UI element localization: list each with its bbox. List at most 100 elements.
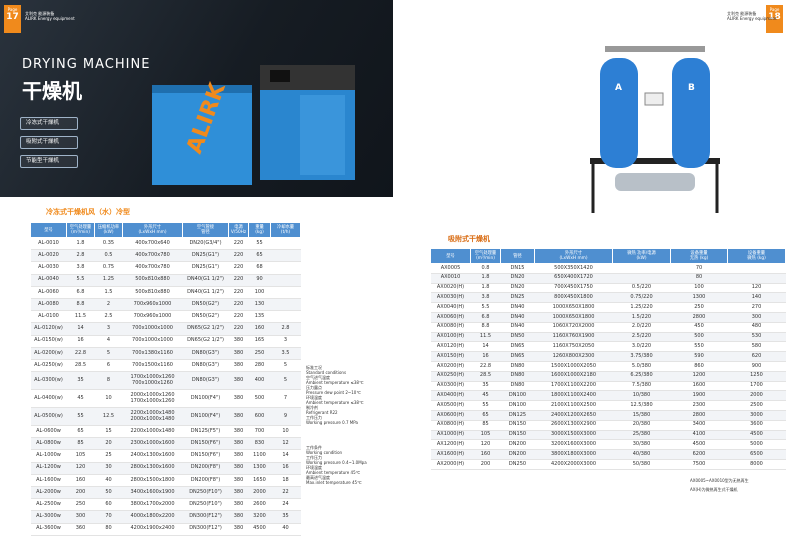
menu-item[interactable]: 冷冻式干燥机	[20, 117, 78, 130]
table-cell: 380	[228, 437, 249, 451]
table-cell: 3800x1700x2000	[122, 498, 183, 512]
table-cell	[727, 263, 786, 274]
menu-item[interactable]: 吸附式干燥机	[20, 136, 78, 149]
table-cell: DN25	[500, 292, 535, 304]
table-cell: 2000	[727, 390, 786, 402]
table-cell	[612, 263, 671, 274]
table-cell: 1.5/220	[612, 312, 671, 323]
note-line: 环境温度	[306, 465, 322, 470]
table-cell: 5.0/380	[612, 361, 671, 372]
table-cell: 5	[270, 359, 301, 373]
header-text: 管径	[513, 253, 522, 259]
table-cell: AX1000(H)	[430, 430, 471, 441]
table-row: AL-0600w 65 15 2200x1000x1480 DN125(F5") 380 7…	[30, 425, 301, 439]
header-text: 设备重量	[690, 251, 708, 256]
note-line: Ambient temperature 45℃	[306, 470, 361, 475]
table-cell: AL-0150(w)	[30, 335, 67, 348]
cell-text: 2000x1000x1480	[130, 415, 175, 422]
table-cell	[270, 274, 301, 287]
note-line: Ambient temperature ≤38℃	[306, 380, 364, 385]
note-line: 环境温度	[306, 395, 322, 400]
table-cell: 8	[94, 371, 123, 391]
table-cell: DN100(F4")	[182, 389, 229, 409]
table-cell: AL-2000w	[30, 486, 67, 500]
table-cell: 1.25	[94, 274, 123, 287]
table-cell: 380	[228, 359, 249, 373]
table-cell: 700x960x1000	[122, 298, 183, 312]
table-cell	[270, 237, 301, 251]
table-cell	[270, 286, 301, 299]
table-cell: 85	[470, 420, 501, 431]
table-cell: 1650	[248, 474, 271, 488]
table-cell: DN25(G1")	[182, 261, 229, 275]
table-cell: 160	[248, 322, 271, 336]
cell-text: 2000x1000x1260	[130, 392, 175, 399]
table-cell: 1700X1100X2200	[534, 381, 613, 392]
table-cell: 250	[670, 302, 728, 313]
table-cell: 500X350X1420	[534, 263, 613, 274]
table-cell: 16	[66, 335, 95, 348]
note-line: Ambient temperature ≤38℃	[306, 400, 364, 405]
table-cell: DN65	[500, 341, 535, 353]
table-row: AX0600(H) 65 DN125 2400X1200X2650 15/380 2800…	[430, 410, 786, 421]
table-cell: AL-1600w	[30, 474, 67, 488]
header-cell: 外形尺寸 (LxWxH mm)	[534, 248, 613, 264]
note-line: Working pressure 0.4~1.0Mpa	[306, 460, 367, 465]
table-cell	[612, 273, 671, 284]
table-cell: AL-0400(w)	[30, 389, 67, 409]
table-cell: 700x1500x1160	[122, 359, 183, 373]
table-cell: 0.75/220	[612, 292, 671, 304]
table-cell: 380	[228, 510, 249, 524]
table-cell: 100	[248, 286, 271, 299]
table-cell: 30	[94, 462, 123, 475]
vent	[300, 95, 345, 175]
table-cell: 24	[270, 498, 301, 512]
table-cell: 220	[228, 237, 249, 251]
table-cell	[727, 273, 786, 284]
note-line: Refrigerant R22	[306, 410, 338, 415]
table-cell: 55	[470, 400, 501, 411]
table-cell: 22.8	[470, 361, 501, 372]
table-row: AL-0500(w) 55 12.5 2200x1000x1480 2000x1000x…	[30, 407, 301, 427]
header-cell: 冷却水量 (t/h)	[270, 222, 301, 238]
table-cell: 4500	[727, 430, 786, 441]
tank-label: A	[615, 83, 622, 93]
table-cell: 1.8	[66, 237, 95, 251]
display	[270, 70, 290, 82]
header-text: (kW)	[103, 230, 114, 235]
header-text: (t/h)	[280, 230, 291, 235]
table-cell: 165	[248, 335, 271, 348]
table-cell: DN40(G1 1/2")	[182, 286, 229, 299]
table-row: AL-0200(w) 22.8 5 700x1380x1160 DN80(G3") 380…	[30, 347, 301, 360]
table-cell: 380	[228, 486, 249, 500]
table-cell: 6	[94, 359, 123, 373]
table-cell: AX0500(H)	[430, 400, 471, 411]
pipe	[605, 46, 705, 52]
table-cell: 4500	[670, 439, 728, 451]
table-cell: AX0080(H)	[430, 322, 471, 333]
table-cell: DN20	[500, 273, 535, 284]
table-cell: DN40(G1 1/2")	[182, 274, 229, 287]
table-cell: 4100	[670, 430, 728, 441]
table-cell: 830	[248, 437, 271, 451]
tank	[672, 58, 710, 168]
table-row: AX1600(H) 160 DN200 3800X1800X3000 40/380 620…	[430, 449, 786, 460]
table-cell: 1060X720X2000	[534, 322, 613, 333]
table-cell: 2400X1200X2650	[534, 410, 613, 421]
cell-text: 2200x1000x1480	[130, 410, 175, 417]
table-cell: 1600X1000X2180	[534, 371, 613, 382]
table-cell: AX1600(H)	[430, 449, 471, 460]
table-cell: 3400x1600x1900	[122, 486, 183, 500]
table-row: AX0020(H) 1.8 DN20 700X450X1750 0.5/220 100 12…	[430, 283, 786, 294]
table-cell: 105	[470, 430, 501, 441]
table-cell: 700x960x1000	[122, 310, 183, 324]
table-cell: 25/380	[612, 430, 671, 441]
table-cell: AL-0250(w)	[30, 359, 67, 373]
table-cell: 0.75	[94, 261, 123, 275]
menu-item[interactable]: 节能型干燥机	[20, 155, 78, 168]
table-cell: 380	[228, 371, 249, 391]
table-cell: 55	[66, 407, 95, 427]
table-cell: 15	[94, 425, 123, 439]
table-cell: AL-0020	[30, 249, 67, 263]
